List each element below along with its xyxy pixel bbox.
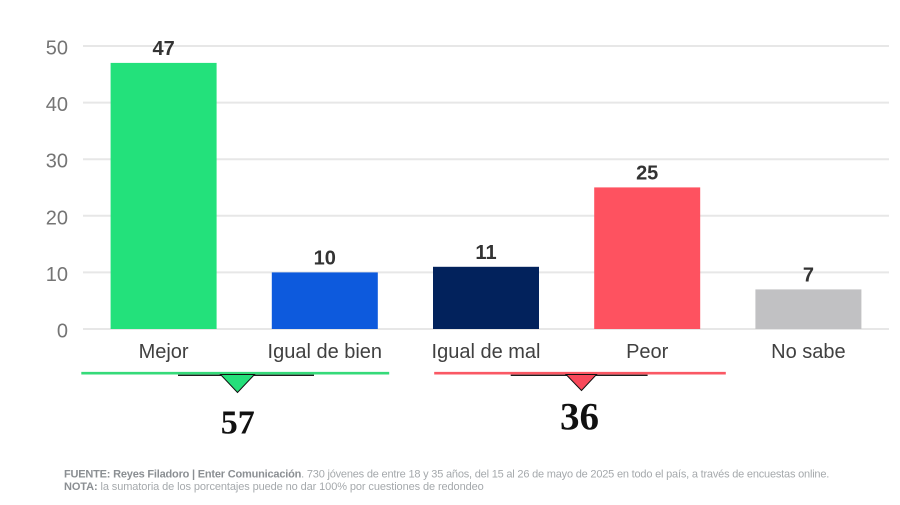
svg-text:No sabe: No sabe: [771, 341, 846, 363]
svg-text:25: 25: [636, 163, 658, 185]
svg-text:11: 11: [475, 242, 496, 264]
svg-text:Igual de mal: Igual de mal: [432, 341, 541, 363]
svg-text:40: 40: [46, 94, 68, 116]
svg-text:Mejor: Mejor: [139, 341, 189, 363]
svg-text:50: 50: [46, 38, 68, 60]
svg-text:47: 47: [152, 38, 174, 60]
svg-text:Igual de bien: Igual de bien: [268, 341, 383, 363]
svg-text:10: 10: [314, 248, 336, 270]
svg-text:NOTA: la sumatoria de los porc: NOTA: la sumatoria de los porcentajes pu…: [64, 481, 484, 493]
svg-text:FUENTE: Reyes Filadoro | Enter: FUENTE: Reyes Filadoro | Enter Comunicac…: [64, 469, 829, 481]
svg-text:36: 36: [560, 396, 599, 439]
svg-text:30: 30: [46, 151, 68, 173]
svg-text:7: 7: [803, 265, 814, 287]
svg-text:20: 20: [46, 207, 68, 229]
svg-text:0: 0: [57, 321, 68, 343]
svg-text:Peor: Peor: [626, 341, 669, 363]
svg-text:57: 57: [221, 405, 255, 442]
svg-text:10: 10: [46, 264, 68, 286]
